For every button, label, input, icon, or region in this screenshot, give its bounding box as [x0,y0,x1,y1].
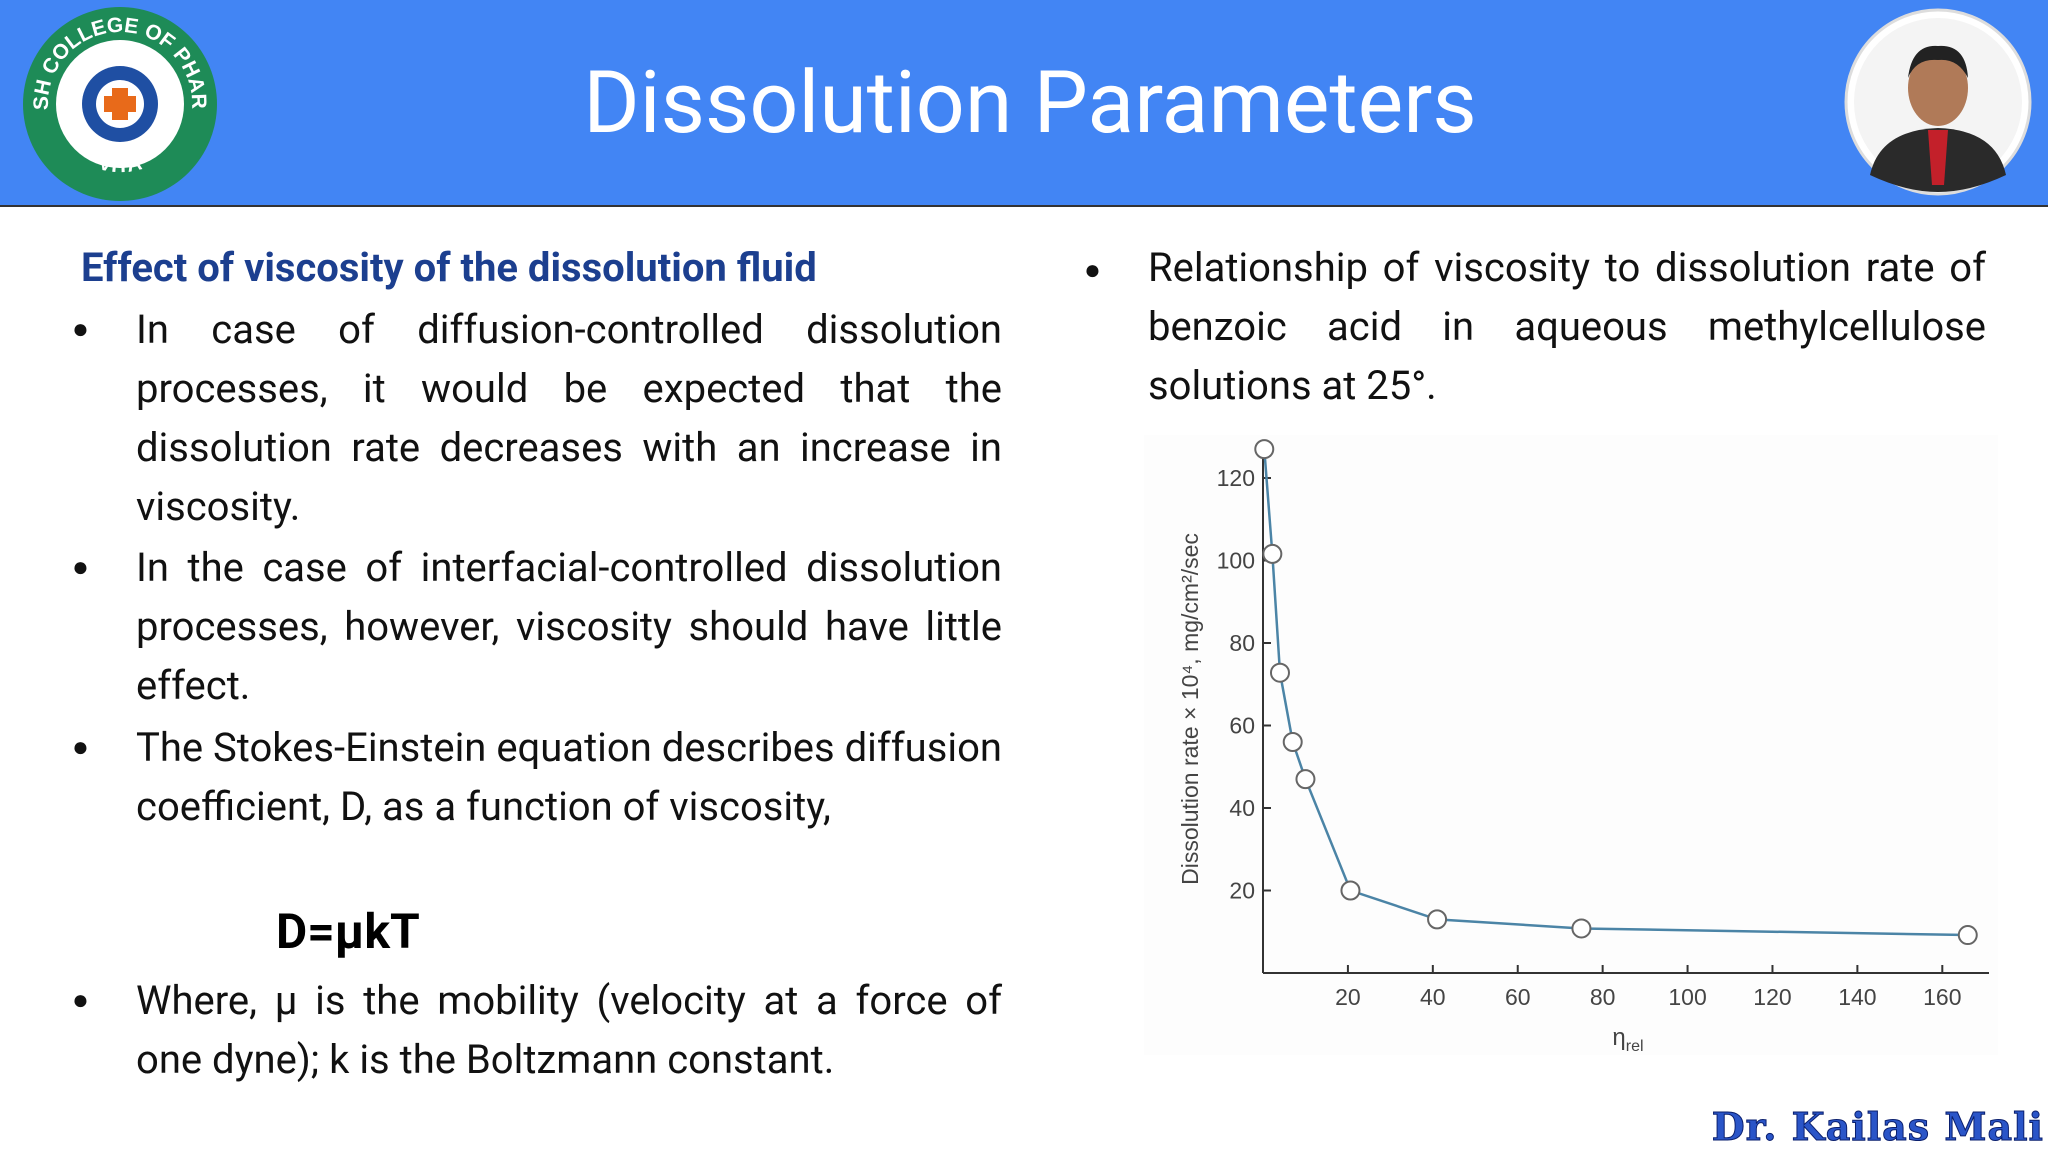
data-point [1254,439,1275,460]
fit-curve [1263,449,1968,937]
data-point [1340,880,1361,901]
logo-text: VITA [96,151,144,177]
y-tick-label: 120 [1217,465,1255,491]
bullet-text: Where, μ is the mobility (velocity at a … [136,977,1002,1083]
y-tick-label: 20 [1229,878,1255,904]
bullet-text: In case of diffusion-controlled dissolut… [136,306,1002,530]
y-tick-label: 100 [1217,548,1255,574]
y-axis-label: Dissolution rate × 10⁴, mg/cm²/sec [1177,533,1203,885]
bullet-text: Relationship of viscosity to dissolution… [1148,244,1986,409]
title: Dissolution Parameters [583,52,1477,153]
data-point [1427,909,1448,930]
header-graphics: ADARSH COLLEGE OF PHARMACY VITA [0,0,2032,201]
y-tick-label: 80 [1229,630,1255,656]
photo-face [1908,50,1968,126]
photo-hair [1908,45,1968,78]
x-tick-label: 20 [1335,984,1361,1010]
bullet-text: In the case of interfacial-controlled di… [136,544,1002,709]
x-label-subscript: rel [1626,1038,1644,1055]
y-tick-label: 60 [1229,713,1255,739]
equation: D=μkT [276,903,420,960]
photo-tie [1928,130,1948,185]
data-point [1957,925,1978,946]
data-point [1269,662,1290,683]
x-tick-label: 60 [1505,984,1531,1010]
x-tick-label: 160 [1923,984,1961,1010]
bullet-dot: ● [72,730,89,763]
chart-background [1144,435,1998,1055]
logo-cross [104,96,136,112]
x-tick-label: 40 [1420,984,1446,1010]
data-point [1262,543,1283,564]
data-point [1295,769,1316,790]
x-label-symbol: η [1612,1024,1625,1051]
bullet-text: The Stokes-Einstein equation describes d… [136,724,1002,830]
data-point [1571,918,1592,939]
bullet-dot: ● [1084,253,1101,286]
header: Dissolution Parameters [0,0,2048,207]
bullet-dot: ● [72,312,89,345]
logo-place: VITA [96,151,144,177]
x-tick-label: 140 [1838,984,1876,1010]
y-tick-label: 40 [1229,795,1255,821]
bullet-dot: ● [72,983,89,1016]
data-point [1282,732,1303,752]
x-tick-label: 100 [1668,984,1706,1010]
watermark: Dr. Kailas Mali [1711,1104,2044,1150]
section-heading: Effect of viscosity of the dissolution f… [81,244,817,291]
x-axis-label: ηrel [1612,1024,1643,1055]
x-tick-label: 80 [1590,984,1616,1010]
bullet-dot: ● [72,550,89,583]
x-tick-label: 120 [1753,984,1791,1010]
